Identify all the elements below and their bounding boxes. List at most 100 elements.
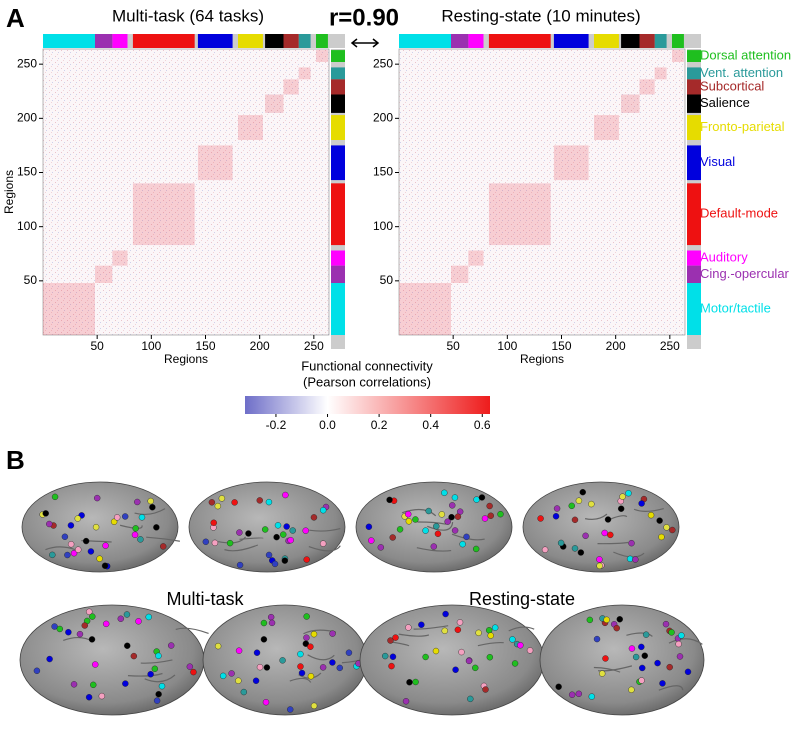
region-node: [210, 519, 217, 526]
sulcus: [584, 513, 608, 520]
network-strip: [331, 115, 345, 140]
region-node: [310, 702, 318, 710]
network-strip: [654, 34, 667, 48]
region-node: [211, 539, 219, 547]
region-node: [260, 619, 268, 627]
sulcus: [144, 674, 176, 683]
region-node: [603, 616, 610, 623]
region-node: [214, 642, 222, 650]
network-strip: [488, 34, 551, 48]
y-axis-label: Regions: [2, 170, 16, 214]
region-node: [472, 545, 480, 553]
region-node: [158, 682, 166, 690]
region-node: [451, 527, 459, 534]
region-node: [647, 511, 655, 519]
region-node: [430, 543, 438, 550]
region-node: [552, 513, 560, 520]
region-node: [579, 488, 586, 496]
region-node: [485, 627, 493, 634]
region-node: [231, 499, 238, 506]
x-tick-label: 150: [551, 339, 571, 353]
region-node: [274, 522, 282, 529]
network-block: [594, 115, 619, 140]
region-node: [67, 541, 75, 548]
y-tick-label: 250: [17, 56, 37, 70]
network-strip: [687, 79, 701, 95]
region-node: [186, 663, 194, 670]
network-block: [95, 265, 113, 283]
region-node: [96, 555, 103, 562]
region-node: [684, 668, 692, 676]
region-node: [240, 688, 248, 696]
region-node: [641, 652, 648, 659]
region-node: [110, 518, 118, 525]
region-node: [320, 507, 327, 514]
region-node: [482, 686, 489, 693]
region-node: [486, 502, 493, 510]
region-node: [263, 664, 271, 671]
x-tick-label: 50: [90, 339, 104, 353]
region-node: [87, 548, 95, 555]
region-node: [319, 664, 327, 671]
network-block: [132, 183, 195, 246]
region-node: [124, 642, 131, 649]
region-node: [155, 690, 162, 698]
region-node: [537, 515, 544, 522]
region-node: [526, 647, 534, 654]
region-node: [149, 504, 156, 511]
region-node: [381, 652, 389, 660]
region-node: [596, 562, 603, 570]
network-block: [451, 265, 469, 283]
network-strip: [399, 34, 451, 48]
region-node: [236, 529, 243, 536]
network-label: Auditory: [700, 250, 748, 265]
network-strip: [687, 265, 701, 283]
x-tick-label: 100: [497, 339, 517, 353]
region-node: [67, 522, 75, 529]
region-node: [617, 505, 625, 512]
panel-label: B: [6, 445, 25, 475]
region-node: [449, 502, 456, 509]
region-node: [593, 635, 601, 643]
y-tick-label: 150: [373, 165, 393, 179]
region-node: [465, 657, 473, 665]
sulcus: [597, 541, 629, 545]
region-node: [228, 670, 235, 677]
region-node: [253, 649, 261, 656]
region-node: [89, 613, 96, 620]
network-strip: [95, 34, 113, 48]
region-node: [134, 498, 141, 506]
network-strip: [687, 145, 701, 181]
network-strip: [265, 34, 284, 48]
region-node: [451, 494, 459, 501]
region-node: [365, 523, 373, 530]
region-node: [283, 523, 290, 530]
region-node: [472, 664, 479, 672]
network-strip: [283, 34, 299, 48]
region-node: [319, 540, 327, 547]
region-node: [422, 527, 429, 534]
region-node: [153, 524, 160, 531]
network-block: [265, 94, 284, 113]
x-tick-label: 250: [660, 339, 680, 353]
colorbar-tick-label: 0.0: [319, 418, 336, 432]
region-node: [307, 673, 315, 680]
region-node: [481, 515, 489, 522]
region-node: [117, 615, 124, 622]
region-node: [669, 526, 676, 534]
region-node: [412, 516, 419, 523]
similarity-label: r=0.90: [329, 4, 399, 31]
network-strip: [331, 283, 345, 335]
region-node: [310, 630, 318, 638]
network-strip: [687, 250, 701, 266]
region-node: [628, 645, 636, 652]
network-strip: [331, 183, 345, 246]
region-node: [582, 532, 589, 540]
x-axis-label: Regions: [164, 352, 208, 366]
x-tick-label: 50: [446, 339, 460, 353]
network-block: [283, 79, 299, 95]
region-node: [557, 539, 565, 547]
region-node: [675, 640, 682, 648]
region-node: [628, 539, 635, 547]
region-node: [56, 625, 64, 633]
